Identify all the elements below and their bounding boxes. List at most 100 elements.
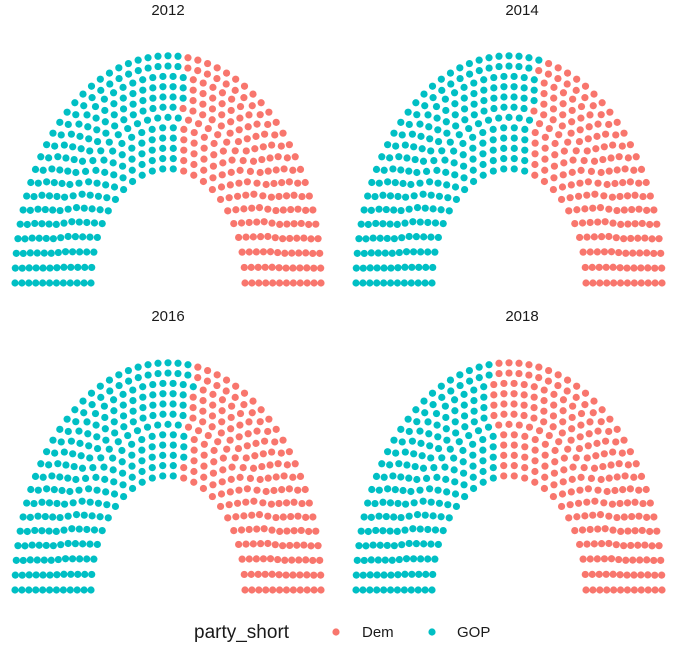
seat-point-gop bbox=[21, 235, 29, 243]
seat-point-gop bbox=[442, 118, 450, 126]
seat-point-gop bbox=[460, 94, 468, 102]
seat-point-dem bbox=[641, 234, 649, 242]
seat-point-gop bbox=[521, 125, 529, 134]
seat-point-dem bbox=[495, 359, 503, 367]
seat-point-gop bbox=[148, 453, 156, 461]
seat-point-gop bbox=[39, 166, 47, 174]
seat-point-dem bbox=[235, 433, 243, 441]
seat-point-gop bbox=[384, 141, 392, 149]
seat-point-gop bbox=[64, 120, 72, 129]
seat-point-dem bbox=[231, 86, 239, 94]
legend-item-gop: GOP bbox=[428, 624, 490, 641]
seat-point-dem bbox=[602, 263, 610, 271]
seat-point-dem bbox=[615, 153, 623, 161]
seat-point-dem bbox=[281, 249, 289, 257]
seat-point-dem bbox=[203, 377, 212, 385]
panel-title: 2018 bbox=[505, 308, 538, 325]
seat-point-gop bbox=[505, 113, 513, 121]
seat-point-dem bbox=[551, 446, 559, 455]
seat-point-dem bbox=[589, 586, 597, 594]
seat-point-gop bbox=[451, 407, 459, 415]
seat-point-dem bbox=[531, 150, 539, 158]
seat-point-gop bbox=[489, 474, 497, 482]
seat-point-gop bbox=[53, 499, 61, 508]
seat-point-gop bbox=[393, 586, 402, 594]
seat-point-gop bbox=[416, 218, 424, 226]
seat-point-gop bbox=[395, 555, 403, 564]
seat-point-dem bbox=[630, 586, 638, 594]
seat-point-gop bbox=[40, 249, 48, 257]
seat-point-dem bbox=[252, 132, 260, 140]
seat-point-gop bbox=[422, 474, 431, 483]
seat-point-gop bbox=[63, 415, 71, 423]
seat-point-dem bbox=[599, 155, 607, 164]
seat-point-gop bbox=[43, 178, 51, 186]
seat-point-gop bbox=[109, 454, 117, 462]
seat-point-dem bbox=[294, 512, 302, 520]
seat-point-dem bbox=[515, 359, 523, 367]
seat-point-dem bbox=[583, 191, 591, 199]
seat-point-dem bbox=[282, 499, 291, 507]
seat-point-gop bbox=[424, 555, 432, 563]
seat-point-gop bbox=[371, 499, 379, 508]
seat-point-dem bbox=[590, 157, 599, 165]
seat-point-gop bbox=[446, 69, 455, 77]
seat-point-gop bbox=[401, 141, 409, 149]
seat-point-dem bbox=[490, 401, 498, 409]
seat-point-dem bbox=[531, 171, 539, 179]
seat-point-dem bbox=[612, 234, 620, 242]
seat-point-dem bbox=[233, 499, 242, 507]
seat-point-dem bbox=[609, 570, 617, 578]
seat-point-gop bbox=[93, 179, 101, 187]
seat-point-gop bbox=[52, 279, 61, 287]
seat-point-dem bbox=[572, 393, 580, 401]
seat-point-gop bbox=[461, 185, 469, 194]
seat-point-gop bbox=[530, 86, 538, 94]
seat-point-dem bbox=[646, 527, 654, 536]
seat-point-gop bbox=[390, 235, 398, 243]
seat-point-dem bbox=[310, 264, 318, 272]
seat-point-dem bbox=[572, 147, 580, 155]
seat-point-gop bbox=[71, 406, 79, 414]
seat-point-dem bbox=[565, 514, 573, 522]
seat-point-dem bbox=[204, 366, 212, 375]
seat-point-gop bbox=[367, 249, 375, 257]
seat-point-gop bbox=[111, 429, 119, 437]
seat-point-dem bbox=[194, 120, 203, 128]
seat-point-dem bbox=[587, 167, 596, 176]
seat-point-gop bbox=[18, 264, 26, 272]
seat-point-gop bbox=[438, 147, 446, 155]
seat-point-gop bbox=[124, 366, 132, 375]
seat-point-gop bbox=[434, 126, 442, 134]
seat-point-gop bbox=[407, 180, 415, 189]
seat-point-dem bbox=[272, 425, 280, 433]
seat-point-gop bbox=[105, 69, 114, 77]
seat-point-gop bbox=[352, 571, 360, 579]
seat-point-gop bbox=[67, 263, 75, 271]
seat-point-gop bbox=[77, 145, 85, 153]
seat-point-dem bbox=[620, 513, 628, 521]
seat-point-dem bbox=[240, 401, 248, 409]
seat-point-dem bbox=[180, 157, 188, 165]
seat-point-gop bbox=[149, 391, 157, 399]
seat-point-dem bbox=[249, 540, 257, 548]
seat-point-gop bbox=[424, 525, 432, 534]
seat-point-dem bbox=[555, 438, 563, 446]
seat-point-dem bbox=[598, 233, 606, 241]
seat-point-gop bbox=[68, 218, 76, 226]
seat-point-dem bbox=[631, 498, 639, 506]
seat-point-gop bbox=[452, 502, 461, 511]
seat-point-gop bbox=[465, 124, 473, 133]
seat-point-gop bbox=[470, 397, 478, 405]
seat-point-gop bbox=[138, 128, 146, 137]
seat-point-gop bbox=[109, 466, 117, 474]
seat-point-dem bbox=[589, 204, 597, 212]
seat-point-gop bbox=[459, 458, 467, 466]
seat-point-gop bbox=[433, 473, 441, 481]
seat-point-dem bbox=[540, 111, 548, 119]
seat-point-gop bbox=[60, 570, 68, 578]
seat-point-dem bbox=[637, 279, 645, 287]
seat-point-gop bbox=[97, 86, 105, 94]
seat-point-gop bbox=[75, 427, 83, 435]
seat-point-dem bbox=[248, 204, 256, 212]
